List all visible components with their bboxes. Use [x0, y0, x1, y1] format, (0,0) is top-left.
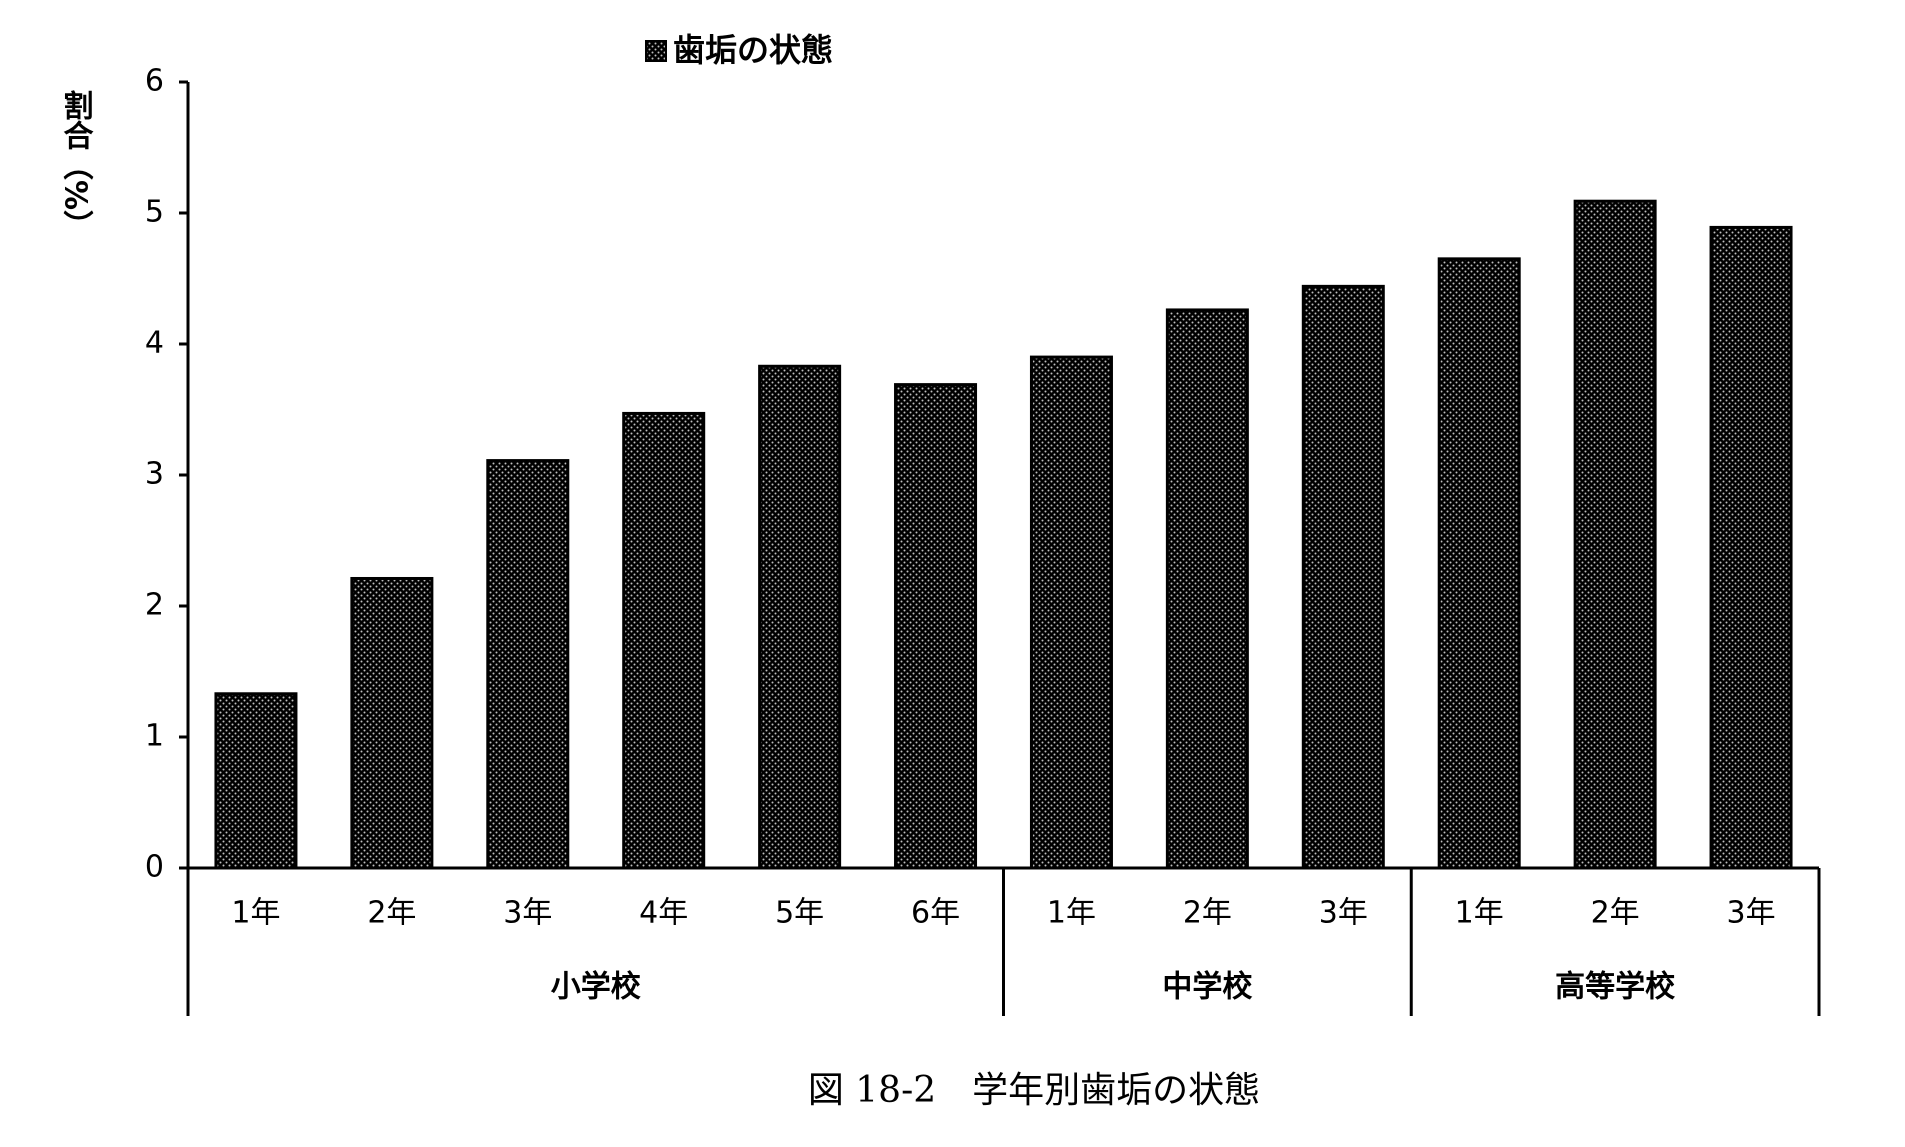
y-tick-label: 6 — [145, 64, 164, 99]
x-tick-label: 2年 — [1183, 896, 1232, 931]
bar — [622, 411, 706, 870]
caption: 図 18-2 学年別歯垢の状態 — [808, 1070, 1260, 1111]
y-tick-label: 1 — [145, 719, 164, 754]
legend-label: 歯垢の状態 — [673, 31, 833, 69]
x-tick-label: 5年 — [775, 896, 824, 931]
x-tick-label: 2年 — [1591, 896, 1640, 931]
y-tick-label: 4 — [145, 326, 164, 361]
x-tick-label: 2年 — [367, 896, 416, 931]
bar — [758, 364, 842, 870]
x-tick-label: 1年 — [1047, 896, 1096, 931]
x-tick-label: 3年 — [503, 896, 552, 931]
bar — [1165, 308, 1249, 870]
y-axis-label: 割合（%） — [58, 90, 94, 240]
bar — [1709, 225, 1793, 870]
bar — [1301, 284, 1385, 870]
x-tick-label: 4年 — [639, 896, 688, 931]
bar — [350, 576, 434, 870]
x-tick-label: 1年 — [1455, 896, 1504, 931]
y-tick-label: 2 — [145, 588, 164, 623]
y-tick-label: 3 — [145, 457, 164, 492]
group-label: 中学校 — [1162, 970, 1252, 1005]
legend-swatch — [645, 40, 667, 62]
bar — [486, 459, 570, 870]
x-tick-label: 6年 — [911, 896, 960, 931]
x-tick-label: 3年 — [1319, 896, 1368, 931]
x-tick-label: 3年 — [1726, 896, 1775, 931]
y-tick-label: 5 — [145, 195, 164, 230]
bar — [894, 383, 978, 870]
bar — [1437, 257, 1521, 870]
x-tick-label: 1年 — [231, 896, 280, 931]
bar — [1029, 355, 1113, 870]
bar — [1573, 199, 1657, 870]
y-tick-label: 0 — [145, 850, 164, 885]
bar — [214, 692, 298, 870]
group-label: 高等学校 — [1555, 970, 1675, 1005]
group-label: 小学校 — [551, 970, 641, 1005]
